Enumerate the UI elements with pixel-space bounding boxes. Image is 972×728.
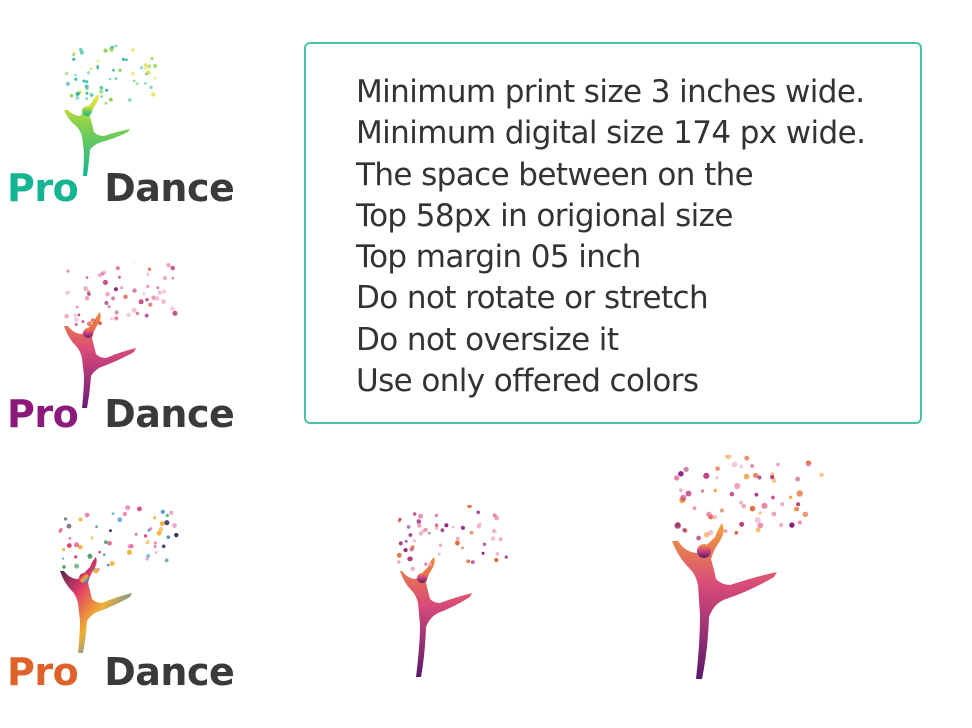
guideline-print-size: Minimum print size 3 inches wide.: [356, 74, 865, 110]
ballerina-icon: [58, 505, 179, 653]
logo-multicolor-figure: [50, 505, 180, 665]
ballerina-icon: [396, 505, 508, 677]
ballerina-icon: [64, 262, 178, 408]
dots-cluster: [396, 505, 508, 572]
guideline-spacing: The space between on the: [356, 156, 754, 193]
dance-text: Dance: [104, 166, 235, 210]
logo-purple-wordmark: Pro Dance: [7, 392, 235, 436]
guideline-top-margin: Top margin 05 inch: [356, 239, 641, 276]
ballerina-icon: [672, 455, 824, 679]
dots-cluster: [64, 44, 158, 105]
dots-cluster: [58, 505, 179, 574]
guideline-top-spacing: Top 58px in origional size: [356, 197, 733, 234]
guideline-digital-size: Minimum digital size 174 px wide.: [356, 115, 866, 152]
dots-cluster: [674, 455, 824, 541]
pro-text: Pro: [7, 166, 79, 210]
logo-teal-wordmark: Pro Dance: [7, 166, 235, 210]
dance-text: Dance: [104, 392, 235, 436]
guidelines-list: Minimum print size 3 inches wide. Minimu…: [356, 72, 866, 402]
usage-guidelines-box: Minimum print size 3 inches wide. Minimu…: [304, 42, 922, 424]
pro-text: Pro: [7, 392, 79, 436]
guideline-colors: Use only offered colors: [356, 363, 699, 400]
logo-multicolor-wordmark: Pro Dance: [7, 650, 235, 694]
logo-purple-figure: [50, 262, 180, 422]
icon-only-large: [664, 455, 834, 685]
guideline-no-oversize: Do not oversize it: [356, 321, 619, 358]
logo-teal-figure: [50, 40, 170, 180]
dots-cluster: [64, 262, 178, 327]
ballerina-icon: [64, 44, 158, 176]
dance-text: Dance: [104, 650, 235, 694]
pro-text: Pro: [7, 650, 79, 694]
guideline-no-rotate: Do not rotate or stretch: [356, 280, 709, 317]
icon-only-small: [390, 505, 520, 685]
